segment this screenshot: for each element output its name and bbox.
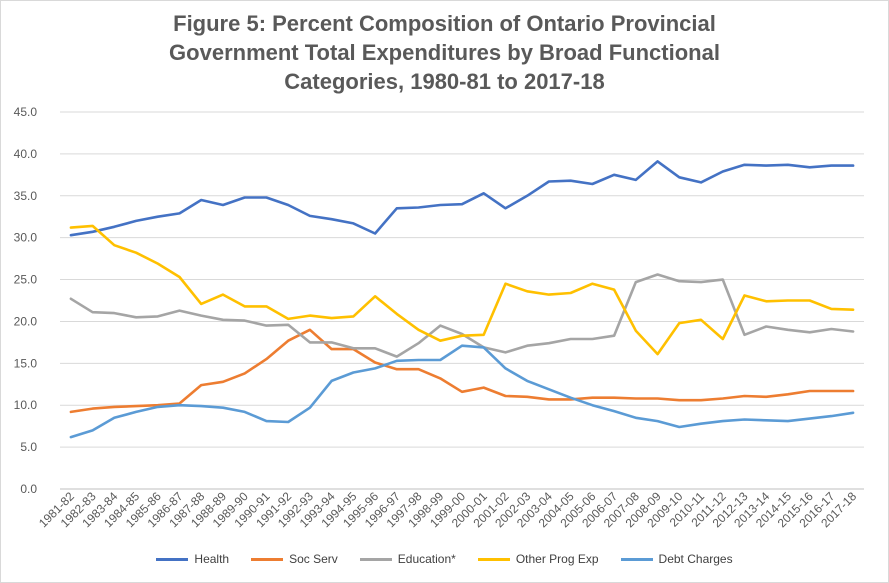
legend-swatch-soc-serv	[251, 557, 284, 561]
y-tick-label: 20.0	[14, 314, 38, 328]
legend-label-other-prog-exp: Other Prog Exp	[515, 552, 599, 566]
legend-item-health: Health	[156, 552, 229, 566]
legend-item-debt-charges: Debt Charges	[620, 552, 733, 566]
chart-title: Figure 5: Percent Composition of Ontario…	[0, 9, 889, 96]
legend-label-soc-serv: Soc Serv	[289, 552, 338, 566]
legend-item-education: Education*	[359, 552, 456, 566]
chart-title-line-3: Categories, 1980-81 to 2017-18	[284, 69, 605, 94]
legend-label-education: Education*	[397, 552, 456, 566]
legend-item-other-prog-exp: Other Prog Exp	[477, 552, 599, 566]
legend-swatch-debt-charges	[620, 557, 653, 561]
y-tick-label: 5.0	[20, 440, 37, 454]
legend-swatch-health	[156, 557, 189, 561]
y-tick-label: 10.0	[14, 398, 38, 412]
series-line-soc-serv	[69, 328, 855, 414]
legend-swatch-education	[359, 557, 392, 561]
chart-title-line-2: Government Total Expenditures by Broad F…	[169, 40, 720, 65]
legend: Health Soc Serv Education* Other Prog Ex…	[0, 552, 889, 566]
legend-label-debt-charges: Debt Charges	[658, 552, 733, 566]
y-tick-label: 40.0	[14, 147, 38, 161]
y-tick-label: 30.0	[14, 231, 38, 245]
legend-swatch-other-prog-exp	[477, 557, 510, 561]
y-tick-label: 45.0	[14, 105, 38, 119]
series-line-health	[69, 160, 855, 237]
series-line-debt-charges	[69, 344, 855, 439]
y-tick-label: 15.0	[14, 356, 38, 370]
legend-item-soc-serv: Soc Serv	[251, 552, 338, 566]
y-tick-label: 35.0	[14, 189, 38, 203]
chart-title-line-1: Figure 5: Percent Composition of Ontario…	[173, 11, 716, 36]
series-line-education	[69, 273, 855, 358]
y-tick-label: 0.0	[20, 482, 37, 496]
series-line-other-prog-exp	[69, 224, 855, 356]
y-tick-label: 25.0	[14, 273, 38, 287]
legend-label-health: Health	[194, 552, 230, 566]
